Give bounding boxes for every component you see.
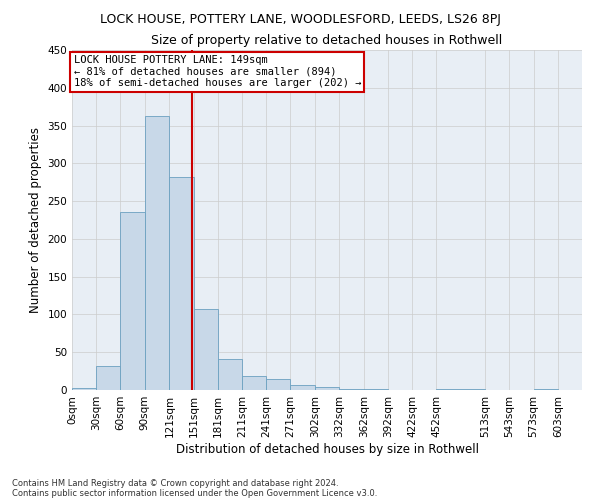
Text: Contains HM Land Registry data © Crown copyright and database right 2024.: Contains HM Land Registry data © Crown c…: [12, 478, 338, 488]
Bar: [96, 366, 121, 390]
Bar: [145, 116, 169, 390]
Bar: [436, 389, 485, 390]
Bar: [340, 389, 364, 390]
Bar: [266, 380, 290, 390]
Bar: [194, 309, 218, 390]
Bar: [169, 177, 194, 390]
Bar: [316, 387, 340, 390]
Title: Size of property relative to detached houses in Rothwell: Size of property relative to detached ho…: [151, 34, 503, 48]
Bar: [290, 386, 316, 390]
Text: Contains public sector information licensed under the Open Government Licence v3: Contains public sector information licen…: [12, 488, 377, 498]
Bar: [242, 376, 266, 390]
Bar: [121, 212, 145, 390]
Text: LOCK HOUSE POTTERY LANE: 149sqm
← 81% of detached houses are smaller (894)
18% o: LOCK HOUSE POTTERY LANE: 149sqm ← 81% of…: [74, 56, 361, 88]
Text: LOCK HOUSE, POTTERY LANE, WOODLESFORD, LEEDS, LS26 8PJ: LOCK HOUSE, POTTERY LANE, WOODLESFORD, L…: [100, 12, 500, 26]
Bar: [218, 359, 242, 390]
X-axis label: Distribution of detached houses by size in Rothwell: Distribution of detached houses by size …: [176, 442, 479, 456]
Bar: [364, 389, 388, 390]
Y-axis label: Number of detached properties: Number of detached properties: [29, 127, 42, 313]
Bar: [533, 389, 558, 390]
Bar: [72, 388, 96, 390]
